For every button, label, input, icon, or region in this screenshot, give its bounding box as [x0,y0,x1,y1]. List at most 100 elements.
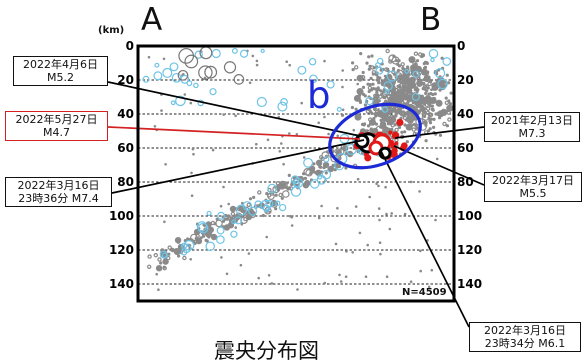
event-point [397,59,401,63]
event-point [370,54,374,58]
event-point [440,56,444,60]
event-point [415,126,419,130]
event-point [322,161,330,169]
event-point [238,205,242,209]
callout-magnitude: M5.5 [519,187,547,200]
event-point [354,113,362,121]
event-point [175,95,186,107]
event-point [350,105,354,110]
event-point [396,119,404,126]
event-point [449,91,453,95]
event-point [147,55,151,59]
depth-tick-label-left: 0 [126,39,134,53]
event-point [380,82,384,86]
event-point [425,106,431,112]
event-point [177,254,181,258]
callout-2022-03-17: 2022年3月17日 M5.5 [484,172,582,202]
event-point [436,103,441,107]
event-point [155,272,158,276]
event-point [240,216,248,225]
depth-tick-label-right: 40 [457,107,474,121]
depth-tick-label-left: 20 [117,73,134,87]
event-point [221,219,226,223]
event-point [431,107,435,111]
event-point [239,263,243,267]
event-point [239,49,249,58]
event-point [234,114,237,118]
event-point [382,95,386,99]
event-point [422,78,426,82]
event-point [194,50,203,59]
event-point [203,223,207,227]
region-label: b [307,74,331,117]
event-point [371,82,375,86]
event-point [240,223,244,226]
event-point [413,93,417,97]
event-point [364,275,368,279]
event-point [424,60,428,65]
depth-tick-label-right: 120 [457,243,482,257]
event-point [400,62,405,67]
event-point [178,48,195,64]
event-point [379,118,383,122]
event-point [394,59,399,63]
callout-2022-03-16-2336: 2022年3月16日 23時36分 M7.4 [5,177,112,207]
section-end-label: B [420,2,442,38]
event-point [241,201,244,205]
event-point [384,90,390,95]
event-point [402,115,408,121]
event-point [408,56,416,64]
chart-title: 震央分布図 [214,339,319,363]
event-point [388,227,392,231]
callout-2022-04-06: 2022年4月6日 M5.2 [13,56,108,86]
depth-tick-label-left: 60 [117,141,134,155]
event-point [428,127,432,131]
event-point [318,162,322,166]
event-points [142,46,454,292]
event-point [354,107,358,111]
event-point [447,81,451,85]
event-point [440,108,448,116]
event-point [374,94,378,98]
event-point [353,94,361,102]
event-point [420,94,424,98]
event-point [266,138,270,142]
event-point [220,256,223,259]
event-point [302,156,306,159]
event-point [351,68,355,72]
event-point [384,185,387,189]
event-point [378,218,381,222]
event-point [407,94,411,98]
event-point [320,204,323,208]
event-point [285,60,289,63]
event-point [216,226,225,235]
event-point [142,75,150,83]
event-point [377,99,381,103]
event-point [229,205,237,213]
event-point [230,230,238,238]
event-point [375,90,379,94]
callout-magnitude: M5.2 [47,71,74,84]
event-point [216,235,225,244]
event-point [196,221,208,232]
event-point [391,116,396,121]
event-point [323,59,326,63]
event-point [352,128,356,132]
event-point [160,109,163,112]
event-point [282,162,285,166]
event-point [211,48,221,59]
event-point [361,70,365,75]
event-point [427,81,432,87]
event-point [290,175,300,184]
event-point [356,82,360,86]
event-point [341,85,344,89]
event-point [336,206,339,210]
event-point [390,123,395,128]
event-point [267,274,271,277]
leader-line-3 [394,126,485,139]
callout-magnitude: 23時36分 M7.4 [18,192,99,205]
event-point [334,242,338,246]
event-point [326,80,335,89]
event-point [391,108,395,113]
event-point [407,77,411,81]
